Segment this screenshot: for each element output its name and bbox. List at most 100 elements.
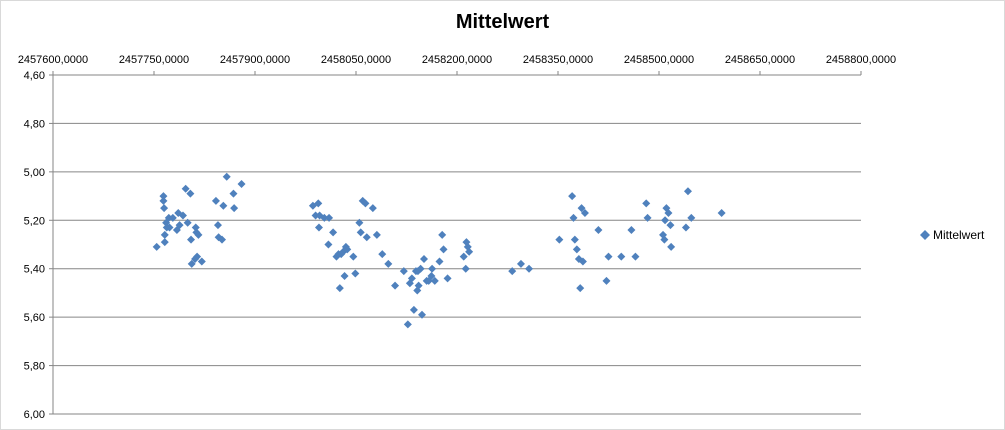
data-point	[213, 221, 222, 230]
data-point	[165, 223, 174, 232]
axes	[49, 71, 862, 415]
chart-title: Mittelwert	[455, 11, 550, 33]
data-point	[661, 216, 670, 225]
data-point	[237, 179, 246, 188]
data-point	[687, 213, 696, 222]
data-point	[443, 274, 452, 283]
data-point	[314, 223, 323, 232]
data-point	[570, 235, 579, 244]
data-point	[508, 267, 517, 276]
data-point	[391, 281, 400, 290]
x-tick-label: 2458650,0000	[725, 54, 795, 66]
data-point	[525, 264, 534, 273]
data-point	[681, 223, 690, 232]
data-point	[409, 305, 418, 314]
data-point	[164, 213, 173, 222]
data-point	[211, 196, 220, 205]
data-point	[430, 276, 439, 285]
data-point	[664, 209, 673, 218]
data-point	[193, 252, 202, 261]
data-point	[717, 209, 726, 218]
data-point	[461, 264, 470, 273]
data-point	[168, 213, 177, 222]
data-point	[617, 252, 626, 261]
data-point	[311, 211, 320, 220]
legend: Mittelwert	[920, 228, 984, 242]
data-point	[660, 235, 669, 244]
y-tick-label: 5,40	[24, 264, 45, 276]
data-point	[667, 242, 676, 251]
data-point	[569, 213, 578, 222]
data-point	[643, 213, 652, 222]
data-point	[572, 245, 581, 254]
data-point	[230, 204, 239, 213]
data-point	[191, 223, 200, 232]
y-tick-label: 5,60	[24, 312, 45, 324]
data-point	[351, 269, 360, 278]
data-point	[160, 204, 169, 213]
data-point	[594, 225, 603, 234]
data-point	[417, 310, 426, 319]
data-point	[314, 199, 323, 208]
data-point	[384, 259, 393, 268]
data-point	[187, 259, 196, 268]
data-point	[416, 264, 425, 273]
x-tick-label: 2458050,0000	[321, 54, 391, 66]
data-point	[642, 199, 651, 208]
data-point	[320, 213, 329, 222]
data-point	[555, 235, 564, 244]
data-point	[181, 184, 190, 193]
data-point	[439, 245, 448, 254]
data-point	[627, 225, 636, 234]
data-point	[175, 221, 184, 230]
data-point	[407, 274, 416, 283]
data-point	[329, 228, 338, 237]
legend-marker-icon	[920, 230, 930, 240]
data-point	[427, 271, 436, 280]
data-point	[516, 259, 525, 268]
data-point	[218, 235, 227, 244]
data-point	[361, 199, 370, 208]
data-point	[340, 271, 349, 280]
data-point	[435, 257, 444, 266]
data-point	[631, 252, 640, 261]
data-point	[580, 209, 589, 218]
data-point	[578, 257, 587, 266]
data-point	[604, 252, 613, 261]
data-point	[152, 242, 161, 251]
data-point	[324, 240, 333, 249]
data-point	[229, 189, 238, 198]
data-point	[186, 189, 195, 198]
data-point	[378, 250, 387, 259]
y-tick-label: 6,00	[24, 409, 45, 421]
data-point	[178, 211, 187, 220]
data-point	[438, 230, 447, 239]
data-point	[577, 204, 586, 213]
data-point	[459, 252, 468, 261]
data-point	[349, 252, 358, 261]
x-tick-label: 2457750,0000	[119, 54, 189, 66]
data-point	[420, 255, 429, 264]
data-point	[362, 233, 371, 242]
data-point	[325, 213, 334, 222]
tick-labels: 4,60 4,80 5,00 5,20 5,40 5,60 5,80 6,00 2457600,…	[18, 54, 896, 421]
x-tick-label: 2458200,0000	[422, 54, 492, 66]
data-point	[568, 192, 577, 201]
data-point	[602, 276, 611, 285]
x-tick-label: 2457600,0000	[18, 54, 88, 66]
y-tick-label: 5,80	[24, 361, 45, 373]
data-point	[465, 247, 474, 256]
legend-label: Mittelwert	[933, 228, 985, 242]
data-point	[576, 284, 585, 293]
data-point	[666, 221, 675, 230]
y-tick-label: 4,60	[24, 70, 45, 82]
data-point	[428, 264, 437, 273]
data-point	[399, 267, 408, 276]
data-point	[343, 245, 352, 254]
data-point	[222, 172, 231, 181]
data-point	[683, 187, 692, 196]
data-point	[160, 238, 169, 247]
data-point	[160, 230, 169, 239]
